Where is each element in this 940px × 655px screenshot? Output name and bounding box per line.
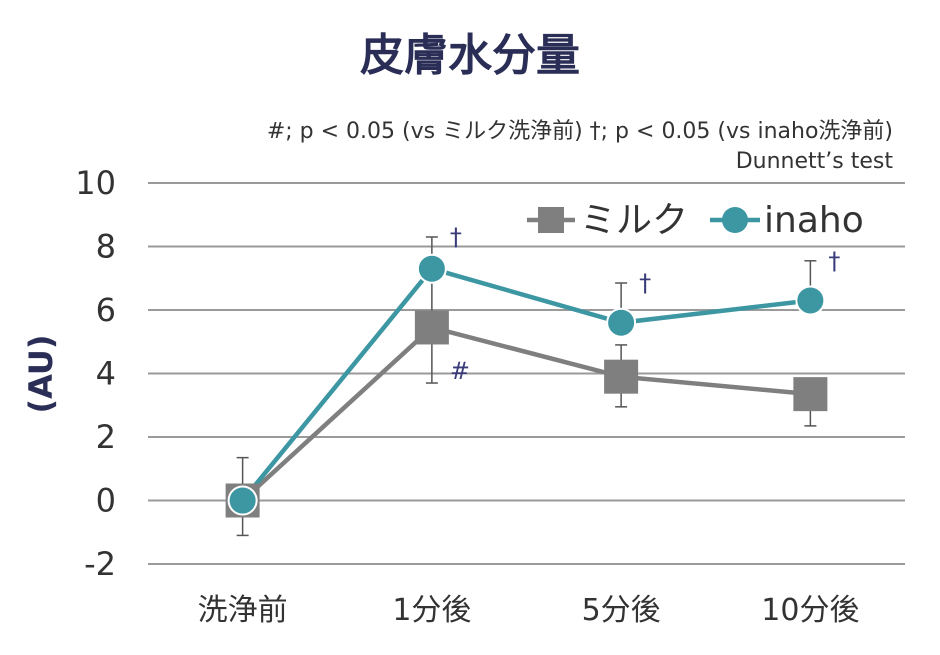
series-markers: [225, 253, 828, 518]
y-tick-label: 6: [96, 291, 116, 329]
series-line-0: [241, 324, 811, 503]
y-axis-label: (AU): [22, 334, 60, 413]
series-line-1: [240, 266, 811, 502]
legend-marker-circle: [722, 207, 748, 233]
significance-marks: # † † †: [450, 223, 841, 385]
y-tick-label: 4: [96, 355, 116, 393]
y-tick-label: -2: [84, 545, 116, 583]
data-point-circle: [416, 253, 447, 284]
x-tick-label: 5分後: [582, 593, 661, 628]
chart-title: 皮膚水分量: [360, 30, 580, 81]
data-point-square: [414, 310, 449, 345]
series-lines: [240, 266, 811, 503]
data-point-circle: [795, 285, 826, 316]
x-tick-labels: 洗浄前 1分後 5分後 10分後: [198, 593, 860, 628]
significance-note: #; p < 0.05 (vs ミルク洗浄前) †; p < 0.05 (vs …: [267, 119, 893, 144]
x-tick-label: 10分後: [761, 593, 859, 628]
y-tick-labels: -2 0 2 4 6 8 10: [75, 164, 116, 583]
y-tick-label: 8: [96, 228, 116, 266]
data-point-circle: [227, 485, 258, 516]
legend-label-1: inaho: [764, 200, 864, 241]
y-tick-label: 2: [96, 418, 116, 456]
significance-mark: #: [450, 357, 470, 385]
data-point-square: [793, 377, 828, 412]
x-tick-label: 1分後: [392, 593, 471, 628]
data-point-circle: [606, 307, 637, 338]
significance-mark: †: [828, 247, 840, 275]
x-tick-label: 洗浄前: [198, 593, 288, 628]
significance-mark: †: [450, 223, 462, 251]
data-point-square: [604, 359, 639, 394]
y-tick-label: 10: [75, 164, 116, 202]
test-note: Dunnett’s test: [736, 149, 894, 174]
legend: ミルク inaho: [527, 200, 864, 241]
legend-label-0: ミルク: [580, 200, 688, 241]
gridlines: [148, 182, 905, 565]
y-tick-label: 0: [96, 482, 116, 520]
significance-mark: †: [639, 269, 651, 297]
legend-marker-square: [538, 207, 564, 233]
